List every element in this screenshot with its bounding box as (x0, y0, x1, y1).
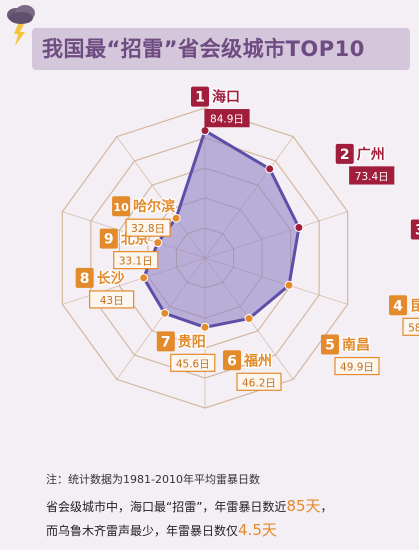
value-box (349, 166, 395, 185)
summary-highlight-max: 85天 (286, 497, 321, 515)
summary-line-1-prefix: 省会级城市中，海口最“招雷”，年雷暴日数近 (46, 500, 287, 514)
value-label: 46.2日 (242, 377, 276, 389)
summary-line-2: 而乌鲁木齐雷声最少，年雷暴日数仅4.5天 (46, 519, 277, 540)
data-point (171, 213, 181, 223)
data-point (200, 126, 210, 136)
summary-line-1: 省会级城市中，海口最“招雷”，年雷暴日数近85天， (46, 495, 333, 516)
rank-badge (410, 219, 419, 240)
rank-badge (320, 334, 339, 355)
rank-number: 6 (227, 353, 237, 369)
footnote: 注：统计数据为1981-2010年平均雷暴日数 (46, 473, 260, 486)
value-label: 45.6日 (176, 358, 210, 370)
value-label: 43日 (100, 295, 124, 307)
data-label-group: 2 广州 73.4日 (265, 143, 395, 185)
data-point (139, 273, 149, 283)
rank-badge (223, 350, 241, 371)
data-point (200, 322, 210, 332)
rank-badge (99, 228, 118, 249)
city-name: 南昌 (342, 337, 370, 354)
data-point (265, 164, 275, 174)
rank-number: 9 (104, 232, 114, 248)
city-name: 福州 (243, 352, 272, 369)
value-label: 73.4日 (355, 171, 389, 183)
data-point (160, 308, 170, 318)
thundercloud-icon (7, 5, 35, 46)
data-label-group: 6 福州 46.2日 (200, 322, 282, 391)
value-label: 33.1日 (119, 256, 153, 268)
city-name: 广州 (357, 146, 385, 163)
rank-number: 10 (113, 201, 129, 214)
value-box (236, 372, 282, 391)
value-box (125, 218, 171, 237)
city-name: 海口 (212, 89, 240, 106)
rank-number: 7 (161, 334, 171, 350)
value-box (89, 290, 135, 309)
rank-number: 2 (340, 147, 350, 163)
value-box (113, 251, 159, 270)
city-name: 长沙 (97, 270, 125, 287)
data-label-group: 10 哈尔滨 32.8日 (112, 196, 181, 237)
summary-line-2-prefix: 而乌鲁木齐雷声最少，年雷暴日数仅 (46, 524, 239, 538)
data-label-group: 5 南昌 49.9日 (244, 314, 380, 376)
summary-highlight-min: 4.5天 (238, 521, 277, 539)
value-label: 84.9日 (210, 114, 244, 126)
value-label: 49.9日 (340, 362, 374, 374)
title-bar: 我国最“招雷”省会级城市TOP10 (32, 28, 410, 70)
data-point (153, 238, 163, 248)
data-point (244, 314, 254, 324)
data-label-group: 4 昆明 58.9日 (284, 280, 419, 336)
rank-badge (156, 331, 175, 352)
data-point (284, 280, 294, 290)
summary-line-1-suffix: ， (320, 500, 333, 514)
value-box (204, 109, 250, 128)
rank-badge (75, 267, 94, 288)
value-box (402, 317, 419, 336)
rank-badge (112, 196, 131, 217)
value-box (170, 353, 216, 372)
data-label-group: 7 贵阳 45.6日 (156, 308, 216, 372)
data-label-group: 3南宁65.8日 (294, 219, 419, 240)
rank-number: 3 (415, 223, 419, 239)
data-point (294, 223, 304, 233)
chart-title: 我国最“招雷”省会级城市TOP10 (42, 37, 365, 61)
rank-number: 4 (393, 298, 403, 314)
value-label: 58.9日 (408, 322, 419, 334)
city-name: 贵阳 (178, 333, 206, 350)
data-label-group: 1 海口 84.9日 (191, 86, 250, 136)
city-name: 哈尔滨 (133, 198, 175, 215)
value-label: 32.8日 (131, 223, 165, 235)
rank-number: 1 (195, 90, 205, 106)
rank-badge (335, 143, 354, 164)
rank-badge (389, 295, 408, 316)
rank-number: 5 (325, 338, 335, 354)
data-label-group: 8 长沙 43日 (75, 267, 149, 309)
rank-badge (191, 86, 209, 107)
rank-number: 8 (80, 271, 90, 287)
value-box (334, 356, 380, 376)
city-name: 昆明 (410, 298, 419, 314)
